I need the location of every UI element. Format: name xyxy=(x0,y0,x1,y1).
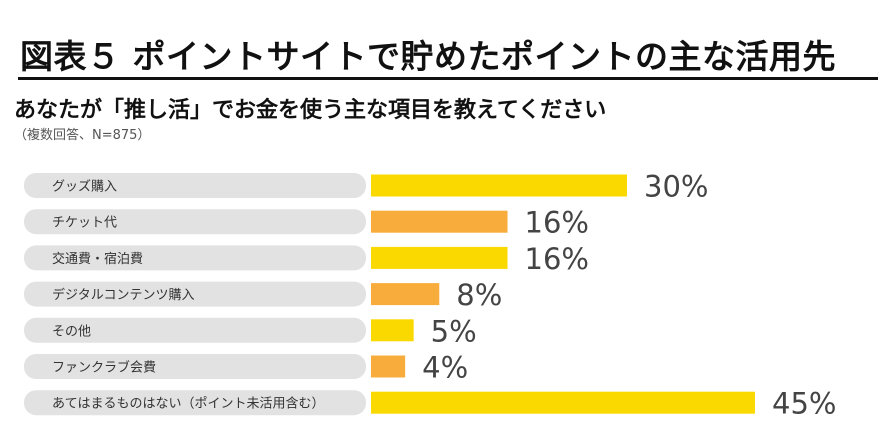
category-label: あてはまるものはない（ポイント未活用含む） xyxy=(52,396,324,412)
value-label: 4% xyxy=(422,351,468,385)
category-label: デジタルコンテンツ購入 xyxy=(52,287,194,303)
category-label: 交通費・宿泊費 xyxy=(52,251,143,267)
value-label: 45% xyxy=(772,387,836,421)
bar xyxy=(371,319,414,342)
value-label: 16% xyxy=(525,206,589,240)
title-underline xyxy=(18,77,878,80)
category-label-bg xyxy=(24,209,366,235)
chart-title: 図表５ ポイントサイトで貯めたポイントの主な活用先 xyxy=(20,37,836,76)
survey-question: あなたが「推し活」でお金を使う主な項目を教えてください xyxy=(14,98,607,123)
bar xyxy=(371,246,508,269)
category-label: その他 xyxy=(52,324,91,339)
value-label: 30% xyxy=(644,170,708,204)
category-label-bg xyxy=(24,354,366,379)
bar xyxy=(371,210,508,233)
value-label: 16% xyxy=(525,242,589,276)
category-label-bg xyxy=(24,317,366,343)
bar xyxy=(371,174,627,197)
category-label-bg xyxy=(24,281,366,307)
value-label: 8% xyxy=(456,278,502,312)
category-label-bg xyxy=(24,245,366,271)
value-label: 5% xyxy=(431,314,477,348)
bar xyxy=(371,355,406,378)
category-label-bg xyxy=(24,173,366,198)
category-label: チケット代 xyxy=(52,216,117,231)
category-label-bg xyxy=(24,390,366,416)
category-label: ファンクラブ会費 xyxy=(52,360,156,376)
bar xyxy=(371,283,440,306)
sample-note: （複数回答、N=875） xyxy=(14,128,151,143)
category-label: グッズ購入 xyxy=(52,179,117,195)
bar xyxy=(371,391,755,414)
